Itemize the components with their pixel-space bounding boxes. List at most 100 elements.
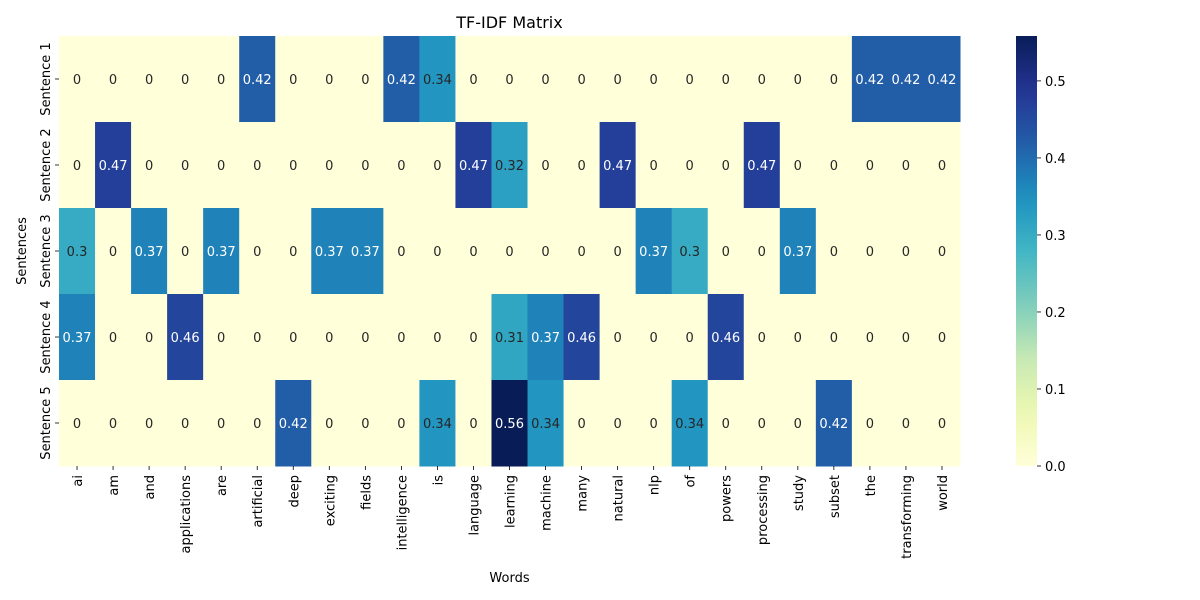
heatmap-cell [527, 294, 565, 381]
cell-value-label: 0 [866, 331, 874, 346]
cell-value-label: 0 [758, 73, 766, 88]
x-tick-label: world [936, 475, 951, 511]
heatmap-cell [635, 208, 673, 295]
x-tick-label: study [792, 475, 807, 511]
heatmap-cell [275, 122, 312, 209]
cell-value-label: 0 [758, 331, 766, 346]
heatmap-cell [167, 294, 204, 381]
heatmap-cell [203, 36, 240, 123]
heatmap-cell [275, 36, 312, 123]
cell-value-label: 0 [794, 159, 802, 174]
heatmap-cell [131, 380, 168, 467]
cell-value-label: 0 [650, 159, 658, 174]
heatmap-cell [563, 36, 601, 123]
heatmap-cell [599, 36, 637, 123]
heatmap-cell [131, 208, 168, 295]
cell-value-label: 0 [830, 73, 838, 88]
x-tick-label: intelligence [395, 475, 410, 550]
heatmap-cell [491, 294, 529, 381]
cell-value-label: 0 [613, 417, 621, 432]
cell-value-label: 0.46 [171, 331, 200, 346]
cell-value-label: 0.47 [459, 159, 488, 174]
cell-value-label: 0 [397, 159, 405, 174]
heatmap-cell [383, 380, 420, 467]
heatmap-cell [491, 380, 529, 467]
cell-value-label: 0 [217, 73, 225, 88]
cell-value-label: 0 [73, 159, 81, 174]
y-tick-label: Sentence 1 [39, 42, 54, 115]
cell-value-label: 0.42 [891, 73, 920, 88]
cell-value-label: 0 [902, 417, 910, 432]
x-tick-label: nlp [648, 475, 663, 495]
cell-value-label: 0.42 [243, 73, 272, 88]
cell-value-label: 0.37 [135, 245, 164, 260]
heatmap-cell [95, 36, 132, 123]
cell-value-label: 0 [181, 73, 189, 88]
cell-value-label: 0.31 [495, 331, 524, 346]
colorbar-tick-label: 0.0 [1045, 460, 1066, 475]
cell-value-label: 0 [830, 159, 838, 174]
heatmap-cell [779, 36, 817, 123]
heatmap-cell [599, 208, 637, 295]
cell-value-label: 0 [686, 73, 694, 88]
x-tick-label: am [107, 475, 122, 496]
cell-value-label: 0 [361, 331, 369, 346]
heatmap-cell [383, 208, 420, 295]
heatmap-cell [707, 294, 745, 381]
x-tick-label: is [431, 475, 446, 486]
heatmap-cell [275, 380, 312, 467]
heatmap-cell [95, 122, 132, 209]
cell-value-label: 0.37 [531, 331, 560, 346]
cell-value-label: 0 [109, 417, 117, 432]
heatmap-cell [779, 294, 817, 381]
heatmap-cell [347, 36, 384, 123]
cell-value-label: 0 [686, 331, 694, 346]
cell-value-label: 0 [866, 245, 874, 260]
heatmap-cell [419, 294, 456, 381]
heatmap-cell [671, 380, 709, 467]
cell-value-label: 0 [902, 331, 910, 346]
x-tick-label: learning [504, 475, 519, 528]
cell-value-label: 0.42 [928, 73, 957, 88]
cell-value-label: 0.37 [315, 245, 344, 260]
heatmap-cell [563, 380, 601, 467]
heatmap-cell [815, 294, 853, 381]
cell-value-label: 0 [145, 159, 153, 174]
cell-value-label: 0.42 [855, 73, 884, 88]
heatmap-cell [347, 122, 384, 209]
heatmap-cell [923, 294, 961, 381]
x-tick-label: exciting [323, 475, 338, 526]
y-axis-label: Sentences [15, 217, 30, 285]
cell-value-label: 0.34 [675, 417, 704, 432]
heatmap-cell [311, 122, 348, 209]
cell-value-label: 0.42 [279, 417, 308, 432]
heatmap-cell [599, 122, 637, 209]
x-tick-label: deep [287, 475, 302, 508]
heatmap-cell [203, 294, 240, 381]
heatmap-cell [851, 208, 889, 295]
cell-value-label: 0.37 [351, 245, 380, 260]
cell-value-label: 0 [794, 73, 802, 88]
heatmap-cell [455, 122, 492, 209]
x-tick-label: machine [540, 475, 555, 531]
cell-value-label: 0 [830, 245, 838, 260]
heatmap-cell [851, 36, 889, 123]
cell-value-label: 0 [577, 73, 585, 88]
x-axis-label: Words [489, 571, 529, 586]
cell-value-label: 0 [253, 245, 261, 260]
cell-value-label: 0 [758, 417, 766, 432]
cell-value-label: 0 [181, 417, 189, 432]
cell-value-label: 0 [397, 245, 405, 260]
heatmap-cell [923, 122, 961, 209]
heatmap-cell [671, 208, 709, 295]
heatmap-cell [59, 122, 96, 209]
colorbar-tick-label: 0.2 [1045, 306, 1066, 321]
heatmap-cell [599, 380, 637, 467]
heatmap-cell [59, 380, 96, 467]
cell-value-label: 0 [577, 159, 585, 174]
cell-value-label: 0.46 [711, 331, 740, 346]
x-tick-label: and [143, 475, 158, 499]
x-tick-label: applications [179, 475, 194, 554]
x-tick-label: subset [828, 475, 843, 518]
cell-value-label: 0.56 [495, 417, 524, 432]
